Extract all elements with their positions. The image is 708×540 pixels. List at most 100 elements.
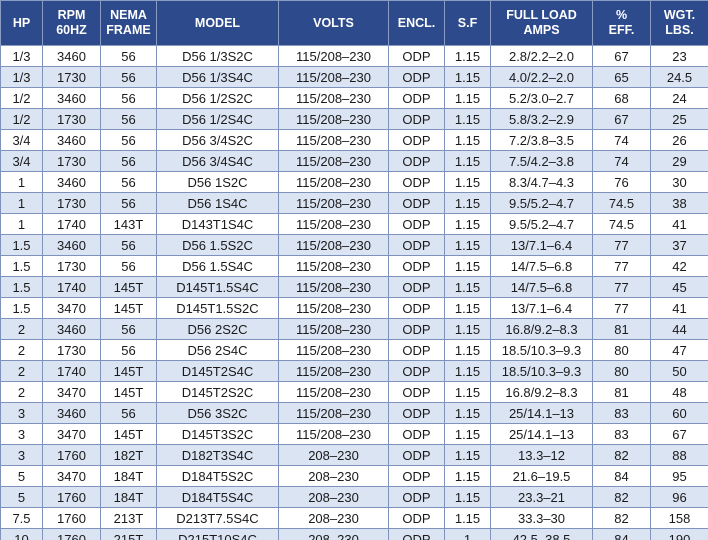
table-cell: 77 xyxy=(592,234,651,256)
table-cell: 115/208–230 xyxy=(278,402,389,424)
table-cell: 1.15 xyxy=(444,381,491,403)
table-cell: D56 1S4C xyxy=(156,192,279,214)
table-cell: 1760 xyxy=(42,528,101,540)
table-cell: 25/14.1–13 xyxy=(490,402,593,424)
table-cell: 208–230 xyxy=(278,507,389,529)
table-cell: 1 xyxy=(0,171,43,193)
table-cell: 1.15 xyxy=(444,276,491,298)
table-cell: 1.15 xyxy=(444,465,491,487)
table-cell: 208–230 xyxy=(278,465,389,487)
header-cell: ENCL. xyxy=(388,0,445,46)
table-cell: D56 2S2C xyxy=(156,318,279,340)
table-cell: 1/3 xyxy=(0,45,43,67)
table-cell: 190 xyxy=(650,528,708,540)
table-cell: 1.5 xyxy=(0,255,43,277)
table-cell: 1.15 xyxy=(444,423,491,445)
table-cell: ODP xyxy=(388,297,445,319)
table-cell: 115/208–230 xyxy=(278,213,389,235)
table-cell: 95 xyxy=(650,465,708,487)
table-cell: 1760 xyxy=(42,507,101,529)
table-cell: 25 xyxy=(650,108,708,130)
table-cell: 5.8/3.2–2.9 xyxy=(490,108,593,130)
table-cell: 115/208–230 xyxy=(278,297,389,319)
table-cell: 143T xyxy=(100,213,157,235)
header-cell: NEMA FRAME xyxy=(100,0,157,46)
table-cell: 1740 xyxy=(42,213,101,235)
table-cell: ODP xyxy=(388,213,445,235)
table-cell: 82 xyxy=(592,444,651,466)
table-cell: 26 xyxy=(650,129,708,151)
table-cell: 14/7.5–6.8 xyxy=(490,255,593,277)
table-cell: 82 xyxy=(592,486,651,508)
table-cell: 1740 xyxy=(42,360,101,382)
table-cell: 1730 xyxy=(42,255,101,277)
table-cell: 1.5 xyxy=(0,234,43,256)
header-row: HP RPM 60HZ NEMA FRAME MODEL VOLTS ENCL. S.F FU… xyxy=(0,0,708,46)
table-cell: 115/208–230 xyxy=(278,339,389,361)
table-cell: 5 xyxy=(0,465,43,487)
table-cell: 23 xyxy=(650,45,708,67)
table-cell: D213T7.5S4C xyxy=(156,507,279,529)
table-cell: D215T10S4C xyxy=(156,528,279,540)
table-cell: 3470 xyxy=(42,297,101,319)
table-cell: 3470 xyxy=(42,465,101,487)
table-cell: 42.5–38.5 xyxy=(490,528,593,540)
table-cell: 5 xyxy=(0,486,43,508)
table-cell: D56 3/4S2C xyxy=(156,129,279,151)
table-row: 1.5 3470 145T D145T1.5S2C 115/208–230 ODP 1.15… xyxy=(0,297,708,319)
table-cell: 184T xyxy=(100,465,157,487)
table-cell: 145T xyxy=(100,423,157,445)
table-row: 1/2 1730 56 D56 1/2S4C 115/208–230 ODP 1.15 5.8… xyxy=(0,108,708,130)
table-cell: 77 xyxy=(592,276,651,298)
table-cell: 88 xyxy=(650,444,708,466)
table-cell: 1.15 xyxy=(444,45,491,67)
table-cell: 77 xyxy=(592,255,651,277)
table-cell: 1.15 xyxy=(444,150,491,172)
table-cell: 1 xyxy=(0,192,43,214)
table-cell: 145T xyxy=(100,360,157,382)
table-cell: 4.0/2.2–2.0 xyxy=(490,66,593,88)
table-cell: 1.15 xyxy=(444,444,491,466)
table-cell: 184T xyxy=(100,486,157,508)
table-cell: 25/14.1–13 xyxy=(490,423,593,445)
table-cell: 7.5/4.2–3.8 xyxy=(490,150,593,172)
table-cell: 115/208–230 xyxy=(278,318,389,340)
table-cell: 1.15 xyxy=(444,339,491,361)
table-cell: 1.15 xyxy=(444,66,491,88)
table-cell: D56 1.5S2C xyxy=(156,234,279,256)
table-cell: 44 xyxy=(650,318,708,340)
table-cell: 1740 xyxy=(42,276,101,298)
table-cell: 1.15 xyxy=(444,108,491,130)
table-cell: 2 xyxy=(0,381,43,403)
table-row: 7.5 1760 213T D213T7.5S4C 208–230 ODP 1.15 33.3… xyxy=(0,507,708,529)
table-row: 5 1760 184T D184T5S4C 208–230 ODP 1.15 23.3–21 8… xyxy=(0,486,708,508)
table-cell: 1.15 xyxy=(444,297,491,319)
table-cell: 3 xyxy=(0,444,43,466)
table-cell: D184T5S4C xyxy=(156,486,279,508)
table-cell: 115/208–230 xyxy=(278,276,389,298)
table-cell: 182T xyxy=(100,444,157,466)
table-cell: 37 xyxy=(650,234,708,256)
table-cell: 8.3/4.7–4.3 xyxy=(490,171,593,193)
table-cell: ODP xyxy=(388,381,445,403)
table-cell: 56 xyxy=(100,171,157,193)
table-cell: 3460 xyxy=(42,129,101,151)
table-cell: 115/208–230 xyxy=(278,129,389,151)
table-cell: 1 xyxy=(0,213,43,235)
table-cell: 1.15 xyxy=(444,402,491,424)
table-cell: 3460 xyxy=(42,234,101,256)
table-cell: 80 xyxy=(592,360,651,382)
table-cell: 115/208–230 xyxy=(278,171,389,193)
table-cell: 158 xyxy=(650,507,708,529)
table-cell: D56 3S2C xyxy=(156,402,279,424)
header-cell: VOLTS xyxy=(278,0,389,46)
table-cell: 67 xyxy=(592,108,651,130)
table-cell: 48 xyxy=(650,381,708,403)
table-cell: D184T5S2C xyxy=(156,465,279,487)
table-cell: 1730 xyxy=(42,66,101,88)
table-cell: 3470 xyxy=(42,423,101,445)
table-cell: 56 xyxy=(100,339,157,361)
table-cell: 115/208–230 xyxy=(278,150,389,172)
table-cell: 14/7.5–6.8 xyxy=(490,276,593,298)
